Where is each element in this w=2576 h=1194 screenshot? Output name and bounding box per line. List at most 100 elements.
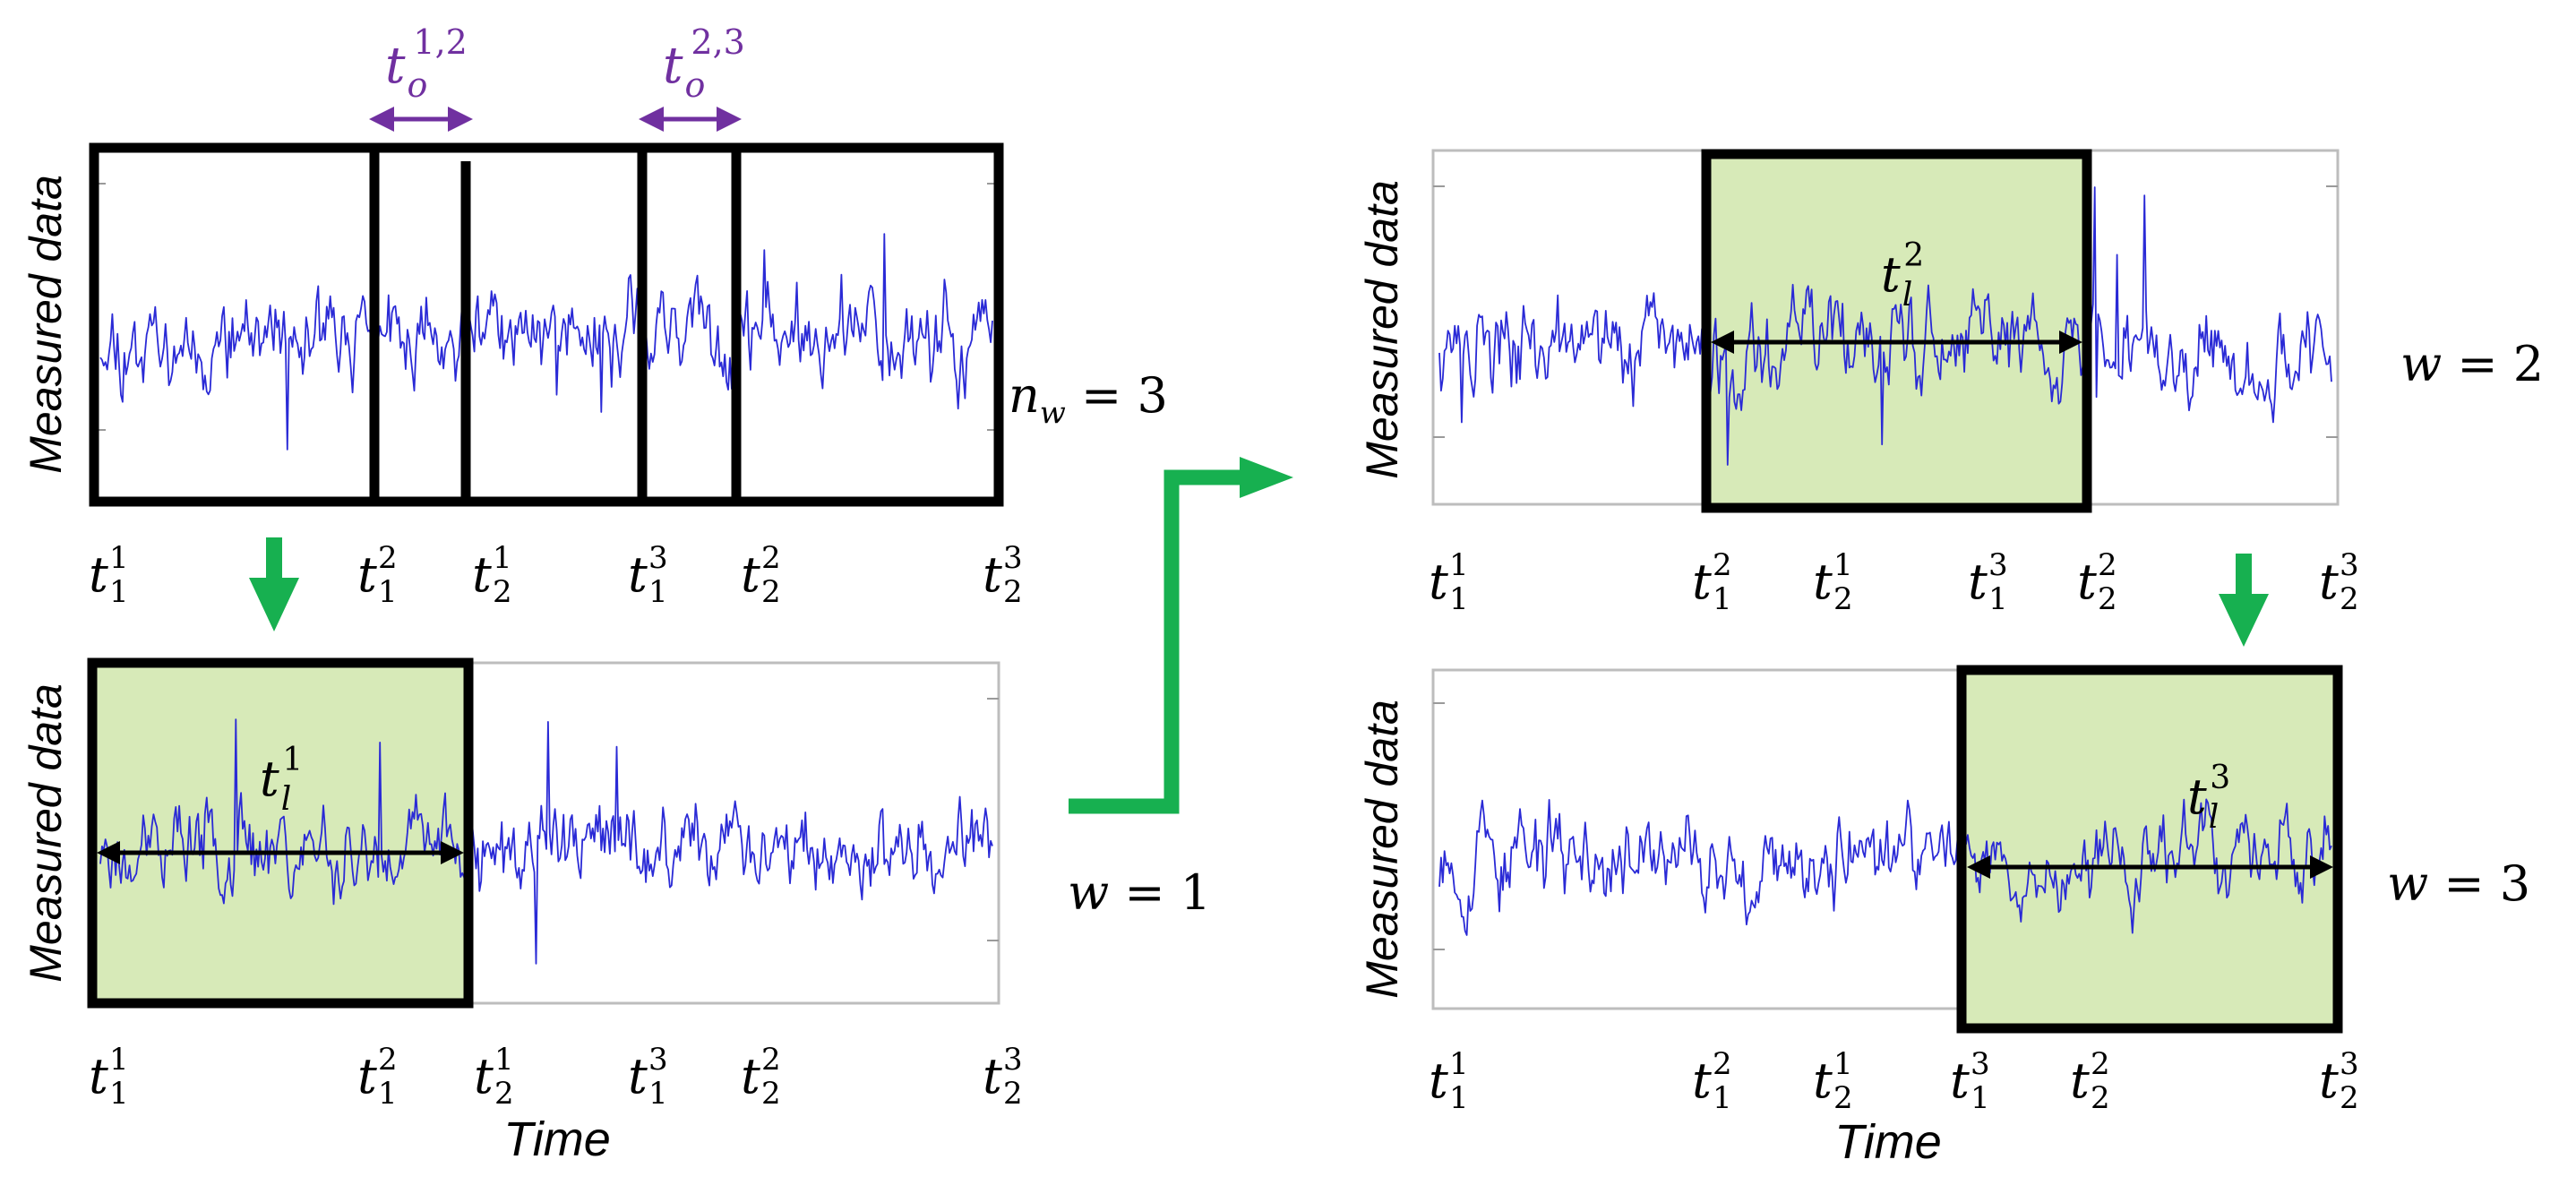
- tick-superscript: 3: [1971, 1046, 1990, 1082]
- tick-subscript: 1: [1713, 581, 1732, 617]
- tick-base: t: [1950, 1052, 1970, 1109]
- tick-base: t: [1429, 1052, 1448, 1109]
- overlap-arrowhead-left: [639, 107, 664, 132]
- x-tick-labels: t 11 t 12 t 21 t 13 t 22 t 23: [1429, 547, 2358, 617]
- window-length-label: tl3: [2187, 760, 2230, 836]
- tick-base: t: [357, 1048, 377, 1104]
- tick-subscript: 1: [378, 1076, 398, 1112]
- overlap-arrowhead-left: [369, 107, 394, 132]
- tick-label: t 21: [474, 1042, 513, 1112]
- overlap-arrowhead-right: [717, 107, 742, 132]
- tick-superscript: 3: [648, 1042, 668, 1078]
- tick-superscript: 1: [109, 540, 129, 576]
- tick-superscript: 2: [378, 540, 398, 576]
- tick-base: t: [741, 1048, 760, 1104]
- tick-superscript: 2: [378, 1042, 398, 1078]
- x-axis-label: Time: [503, 1112, 611, 1166]
- tick-subscript: 1: [1988, 581, 2008, 617]
- tick-label: t 11: [89, 1042, 128, 1112]
- tick-base: t: [472, 546, 492, 603]
- tick-subscript: 2: [493, 574, 512, 610]
- tick-base: t: [1692, 1052, 1712, 1109]
- overlap-arrowhead-right: [448, 107, 473, 132]
- tick-superscript: 3: [2340, 547, 2359, 583]
- tick-base: t: [1692, 554, 1712, 610]
- tick-base: t: [1429, 554, 1448, 610]
- tick-label: t 13: [1968, 547, 2007, 617]
- tick-superscript: 1: [1449, 547, 1469, 583]
- tick-label: t 13: [1950, 1046, 1989, 1116]
- tick-superscript: 2: [2098, 547, 2117, 583]
- window-length-label: tl2: [1881, 237, 1924, 314]
- x-tick-labels: t 11 t 12 t 21 t 13 t 22 t 23: [89, 540, 1022, 610]
- tick-subscript: 1: [1449, 1080, 1469, 1116]
- tick-label: t 13: [628, 1042, 667, 1112]
- window-index-label: w = 2: [2400, 336, 2544, 392]
- tick-superscript: 1: [493, 540, 512, 576]
- tick-label: t 11: [89, 540, 128, 610]
- tick-superscript: 3: [1003, 1042, 1023, 1078]
- tick-superscript: 3: [648, 540, 668, 576]
- tick-base: t: [89, 1048, 108, 1104]
- tick-label: t 22: [741, 540, 780, 610]
- y-axis-label: Measured data: [21, 175, 71, 474]
- tick-base: t: [1813, 1052, 1833, 1109]
- x-tick-labels: t 11 t 12 t 21 t 13 t 22 t 23: [89, 1042, 1022, 1112]
- panel-overview: Measured data t 11 t 12 t 21 t 13 t 22 t 23: [21, 142, 1023, 610]
- window-index-label: w = 3: [2387, 855, 2530, 912]
- tick-superscript: 1: [1449, 1046, 1469, 1082]
- tick-label: t 11: [1429, 547, 1468, 617]
- arrow-down-right: [2219, 554, 2269, 647]
- window-length-arrow: [97, 841, 464, 864]
- tick-label: t 21: [1813, 547, 1852, 617]
- tick-superscript: 1: [109, 1042, 129, 1078]
- y-axis-label: Measured data: [1357, 180, 1407, 479]
- window-length-arrow: [1967, 855, 2333, 879]
- tick-label: t 12: [1692, 1046, 1731, 1116]
- arrow-elbow: [1069, 457, 1293, 814]
- tick-label: t 12: [1692, 547, 1731, 617]
- y-axis-label: Measured data: [21, 683, 71, 983]
- tick-subscript: 2: [1833, 581, 1853, 617]
- tick-superscript: 3: [1003, 540, 1023, 576]
- signal-outer-box: [89, 142, 1004, 507]
- tick-label: t 23: [983, 540, 1022, 610]
- tick-base: t: [474, 1048, 494, 1104]
- tick-base: t: [2070, 1052, 2090, 1109]
- tick-subscript: 1: [378, 574, 398, 610]
- tick-subscript: 2: [1003, 574, 1023, 610]
- x-tick-labels: t 11 t 12 t 21 t 13 t 22 t 23: [1429, 1046, 2358, 1116]
- tick-superscript: 2: [2091, 1046, 2110, 1082]
- tick-base: t: [628, 546, 648, 603]
- overlap-annotation-2-3: to2,3: [639, 22, 745, 132]
- window-fill: [1706, 154, 2087, 508]
- tick-subscript: 2: [494, 1076, 514, 1112]
- tick-superscript: 2: [1713, 1046, 1732, 1082]
- active-window-box: [87, 657, 474, 1009]
- signal-trace: [1438, 798, 2332, 936]
- tick-label: t 12: [357, 540, 397, 610]
- active-window-box: [1956, 665, 2343, 1034]
- tick-superscript: 3: [2340, 1046, 2359, 1082]
- tick-label: t 13: [628, 540, 667, 610]
- window-length-label: tl1: [260, 742, 303, 818]
- tick-label: t 11: [1429, 1046, 1468, 1116]
- tick-subscript: 1: [1971, 1080, 1990, 1116]
- tick-superscript: 2: [1713, 547, 1732, 583]
- tick-subscript: 2: [761, 574, 781, 610]
- tick-label: t 21: [472, 540, 511, 610]
- tick-subscript: 2: [2091, 1080, 2110, 1116]
- window-fill: [92, 663, 468, 1003]
- tick-superscript: 2: [761, 1042, 781, 1078]
- tick-label: t 23: [2319, 1046, 2358, 1116]
- tick-base: t: [983, 546, 1002, 603]
- tick-subscript: 2: [761, 1076, 781, 1112]
- overlap-annotation-1-2: to1,2: [369, 22, 473, 132]
- overlap-label: to2,3: [663, 22, 745, 105]
- tick-base: t: [1813, 554, 1833, 610]
- y-axis-label: Measured data: [1357, 700, 1407, 999]
